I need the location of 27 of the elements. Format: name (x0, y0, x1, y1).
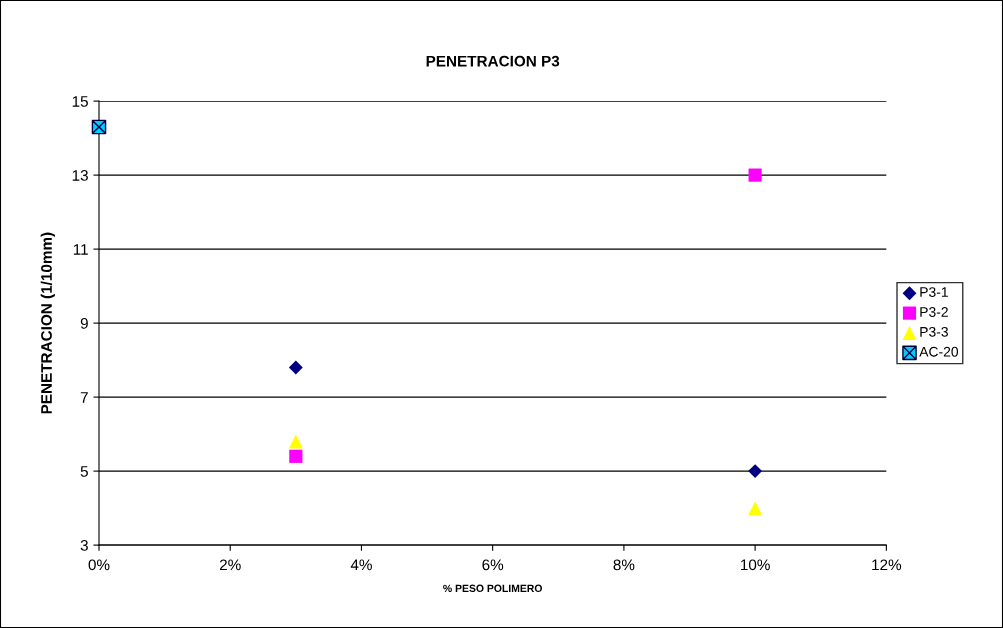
y-tick-label: 9 (80, 317, 88, 329)
x-axis-title: % PESO POLIMERO (443, 584, 543, 592)
x-tick-label: 8% (613, 559, 635, 571)
legend-label: P3-1 (920, 287, 948, 297)
point (288, 360, 303, 375)
y-tick-label: 13 (72, 169, 88, 181)
x-tick-label: 12% (872, 559, 902, 571)
legend-label: P3-2 (920, 307, 948, 317)
x-tick-label: 10% (741, 559, 770, 571)
y-tick-label: 15 (72, 96, 88, 107)
y-tick-label: 5 (80, 466, 88, 477)
chart-title: PENETRACION P3 (426, 55, 560, 67)
point (288, 434, 303, 449)
x-tick-label: 4% (350, 559, 372, 571)
legend-label: AC-20 (919, 346, 959, 357)
y-tick-label: 7 (80, 392, 88, 403)
x-tick-label: 2% (219, 559, 241, 571)
x-tick-label: 0% (88, 559, 110, 571)
point (748, 501, 763, 516)
y-tick-label: 3 (80, 539, 88, 551)
point (289, 449, 303, 463)
point (748, 168, 762, 182)
point (748, 464, 763, 479)
y-axis-title: PENETRACION (1/10mm) (40, 232, 55, 414)
y-tick-label: 11 (73, 244, 88, 255)
legend-label: P3-3 (920, 326, 948, 337)
x-tick-label: 6% (482, 559, 504, 571)
